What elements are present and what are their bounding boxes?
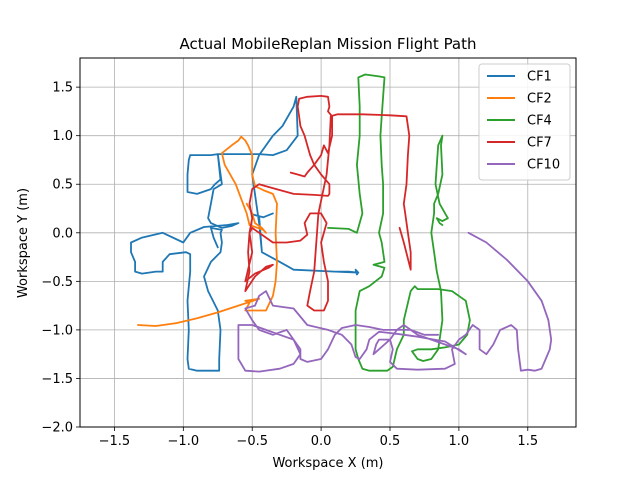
legend: CF1 CF2 CF4 CF7 CF10	[478, 63, 571, 181]
series-line-cf4	[327, 73, 471, 372]
y-tick-label: 0.5	[52, 178, 73, 193]
x-tick-label: 0.0	[311, 434, 332, 449]
x-tick-label: −0.5	[236, 434, 268, 449]
ticks: −1.5 −1.0 −0.5 0.0 0.5 1.0 1.5 −2.0 −1.5 −1.0 −0.5…	[41, 81, 538, 449]
legend-label: CF7	[527, 136, 552, 151]
x-tick-label: 1.5	[517, 434, 538, 449]
x-axis-label: Workspace X (m)	[272, 456, 383, 471]
y-tick-label: −2.0	[41, 421, 73, 436]
x-tick-label: 1.0	[449, 434, 470, 449]
chart-title: Actual MobileReplan Mission Flight Path	[179, 35, 476, 53]
y-tick-label: 0.0	[52, 226, 73, 241]
y-tick-label: −0.5	[41, 275, 73, 290]
legend-label: CF2	[527, 92, 552, 107]
legend-label: CF1	[527, 70, 552, 85]
y-tick-label: −1.5	[41, 372, 73, 387]
x-tick-label: −1.5	[99, 434, 131, 449]
plot-frame	[79, 57, 577, 428]
series-line-cf10	[237, 231, 553, 373]
series-line-cf7	[244, 95, 412, 312]
legend-box	[478, 63, 571, 181]
series-layer	[130, 73, 553, 373]
series-line-cf2	[137, 135, 278, 327]
y-tick-label: 1.5	[52, 81, 73, 96]
y-axis-label: Workspace Y (m)	[16, 188, 31, 298]
y-tick-label: 1.0	[52, 129, 73, 144]
series-line-cf1	[130, 95, 360, 372]
x-tick-label: 0.5	[380, 434, 401, 449]
legend-label: CF4	[527, 114, 552, 129]
x-tick-label: −1.0	[168, 434, 200, 449]
y-tick-label: −1.0	[41, 323, 73, 338]
legend-label: CF10	[527, 158, 560, 173]
